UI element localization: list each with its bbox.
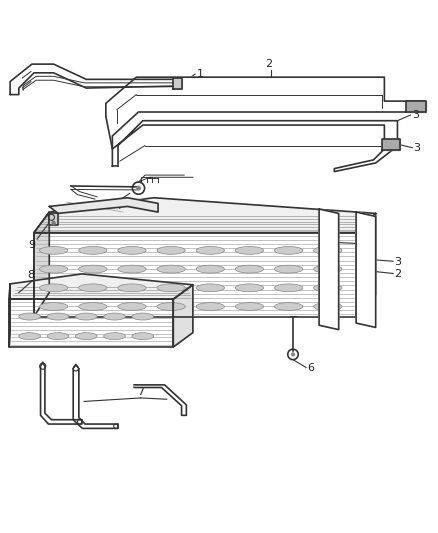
Text: 2: 2 (394, 269, 402, 279)
Ellipse shape (79, 284, 107, 292)
Text: 3: 3 (394, 257, 401, 266)
Ellipse shape (39, 284, 68, 292)
Polygon shape (356, 212, 376, 327)
Ellipse shape (157, 246, 185, 254)
Ellipse shape (47, 313, 69, 320)
Polygon shape (34, 198, 376, 232)
Ellipse shape (314, 265, 342, 273)
Ellipse shape (75, 333, 97, 340)
Ellipse shape (79, 303, 107, 310)
Polygon shape (106, 77, 426, 149)
Ellipse shape (47, 333, 69, 340)
Ellipse shape (132, 333, 154, 340)
Ellipse shape (79, 246, 107, 254)
Ellipse shape (19, 333, 41, 340)
Ellipse shape (235, 246, 264, 254)
Polygon shape (173, 285, 193, 347)
Ellipse shape (196, 265, 224, 273)
Ellipse shape (39, 265, 68, 273)
Ellipse shape (235, 265, 264, 273)
Text: 1: 1 (196, 69, 203, 79)
Text: 7: 7 (137, 386, 144, 397)
Polygon shape (73, 369, 118, 429)
Polygon shape (9, 274, 193, 299)
Polygon shape (9, 299, 173, 347)
Polygon shape (34, 232, 356, 317)
Circle shape (51, 221, 56, 225)
Polygon shape (9, 284, 10, 347)
Polygon shape (319, 209, 339, 329)
Ellipse shape (314, 303, 342, 310)
Polygon shape (406, 101, 426, 112)
Ellipse shape (314, 246, 342, 254)
Text: 3: 3 (413, 143, 420, 153)
Ellipse shape (75, 313, 97, 320)
Circle shape (291, 352, 295, 357)
Ellipse shape (118, 284, 146, 292)
Polygon shape (173, 78, 182, 89)
Text: 6: 6 (307, 363, 314, 373)
Polygon shape (113, 120, 397, 172)
Ellipse shape (39, 303, 68, 310)
Ellipse shape (118, 303, 146, 310)
Ellipse shape (314, 284, 342, 292)
Ellipse shape (79, 265, 107, 273)
Text: 5: 5 (357, 238, 364, 248)
Polygon shape (41, 367, 82, 424)
Ellipse shape (157, 303, 185, 310)
Polygon shape (10, 64, 182, 94)
Ellipse shape (275, 303, 303, 310)
Ellipse shape (235, 303, 264, 310)
Ellipse shape (157, 265, 185, 273)
Ellipse shape (196, 284, 224, 292)
Polygon shape (49, 198, 158, 213)
Text: 8: 8 (28, 270, 35, 279)
Ellipse shape (275, 284, 303, 292)
Ellipse shape (132, 313, 154, 320)
Polygon shape (134, 385, 186, 415)
Ellipse shape (118, 265, 146, 273)
Circle shape (136, 185, 141, 191)
Ellipse shape (39, 246, 68, 254)
Text: 3: 3 (412, 110, 419, 119)
Ellipse shape (196, 303, 224, 310)
Ellipse shape (275, 246, 303, 254)
Ellipse shape (235, 284, 264, 292)
Text: 4: 4 (114, 201, 121, 211)
Ellipse shape (157, 284, 185, 292)
Polygon shape (356, 213, 376, 317)
Polygon shape (34, 212, 49, 317)
Text: 9: 9 (28, 240, 36, 250)
Polygon shape (382, 140, 399, 150)
Ellipse shape (104, 333, 125, 340)
Ellipse shape (104, 313, 125, 320)
Polygon shape (49, 213, 58, 225)
Text: 2: 2 (265, 59, 272, 69)
Ellipse shape (118, 246, 146, 254)
Ellipse shape (196, 246, 224, 254)
Ellipse shape (275, 265, 303, 273)
Ellipse shape (19, 313, 41, 320)
